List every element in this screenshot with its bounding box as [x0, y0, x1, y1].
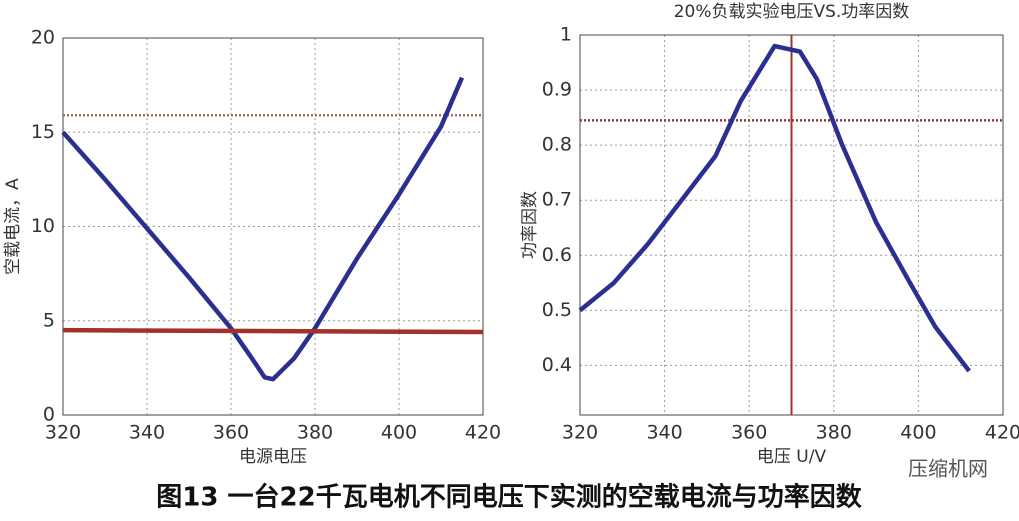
x-tick-label: 340: [129, 422, 165, 444]
x-tick-label: 320: [45, 422, 81, 444]
y-tick-label: 0.4: [542, 354, 572, 376]
x-tick-label: 340: [646, 422, 682, 444]
y-tick-label: 5: [43, 309, 55, 331]
x-tick-label: 420: [465, 422, 501, 444]
y-tick-label: 0.6: [542, 244, 572, 266]
data-line: [62, 327, 484, 335]
y-tick-label: 20: [31, 27, 55, 49]
watermark: 压缩机网: [908, 457, 988, 481]
caption: 图13 一台22千瓦电机不同电压下实测的空载电流与功率因数: [156, 482, 862, 513]
y-tick-label: 0.8: [542, 134, 572, 156]
y-tick-label: 0.5: [542, 299, 572, 321]
y-tick-label: 0.7: [542, 189, 572, 211]
plot-frame: [62, 37, 484, 416]
y-tick-label: 10: [31, 215, 55, 237]
x-axis-label: 电压 U/V: [757, 447, 827, 467]
x-tick-label: 360: [213, 422, 249, 444]
y-tick-label: 0: [43, 404, 55, 426]
data-line: [578, 43, 971, 373]
y-tick-label: 15: [31, 121, 55, 143]
x-tick-label: 320: [562, 422, 598, 444]
y-axis-label: 功率因数: [520, 191, 540, 259]
x-tick-label: 380: [297, 422, 333, 444]
y-axis-label: 空载电流，A: [3, 178, 23, 275]
x-axis-label: 电源电压: [239, 447, 307, 467]
y-tick-label: 0.9: [542, 79, 572, 101]
x-tick-label: 360: [731, 422, 767, 444]
y-tick-label: 1: [560, 24, 572, 46]
data-line: [61, 76, 465, 382]
x-tick-label: 380: [816, 422, 852, 444]
chart-title: 20%负载实验电压VS.功率因数: [674, 2, 910, 22]
x-tick-label: 400: [900, 422, 936, 444]
x-tick-label: 400: [381, 422, 417, 444]
x-tick-label: 420: [985, 422, 1019, 444]
